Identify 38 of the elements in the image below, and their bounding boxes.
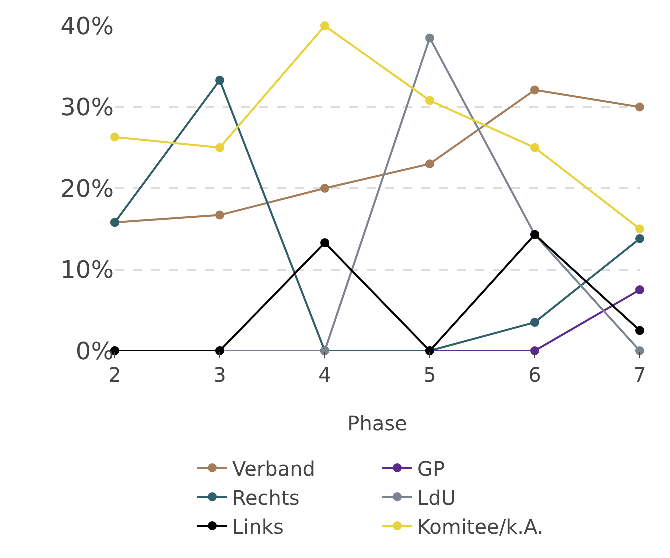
point [320,238,330,248]
point [320,22,330,30]
point [216,210,224,220]
y-tick-label: 0% [76,337,114,366]
x-tick-label: 4 [318,363,332,387]
point [530,143,540,152]
point [216,143,224,152]
point [636,224,644,234]
y-tick-label: 30% [60,94,114,122]
legend-label: Links [232,514,284,539]
x-tick-label: 6 [528,363,542,387]
point [530,346,540,356]
point [530,318,540,328]
point [530,86,540,95]
legend-label: Verband [232,456,316,481]
point [110,132,120,142]
legend-label: GP [418,456,446,481]
y-tick-label: 40% [60,12,114,40]
x-axis-title: Phase [348,412,408,436]
legend-label: LdU [418,486,456,510]
x-tick-label: 5 [424,363,436,387]
x-tick-label: 7 [634,363,646,387]
point [426,34,434,43]
y-tick-label: 10% [60,256,114,284]
point [636,102,644,112]
x-tick-label: 3 [214,363,226,387]
point [216,76,224,85]
point [320,184,330,193]
point [426,96,434,106]
point [636,286,644,295]
legend-label: Rechts [232,486,300,510]
point [426,160,434,169]
point [636,234,644,244]
y-tick-label: 20% [60,174,114,203]
point [636,346,644,356]
legend-label: Komitee/k.A. [418,514,544,539]
point [636,326,644,336]
x-tick-label: 2 [108,363,122,387]
